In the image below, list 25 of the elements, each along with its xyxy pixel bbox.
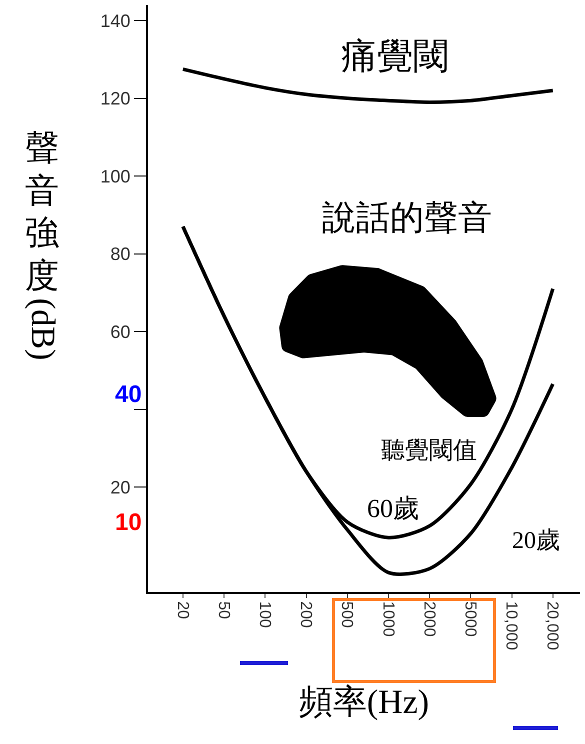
y-tick-label: 120 [100, 88, 130, 109]
annotation: 聽覺閾值 [381, 438, 477, 464]
x-tick-label: 50 [214, 601, 232, 620]
x-tick-label: 2000 [420, 601, 438, 637]
series-label: 20歲 [512, 528, 560, 554]
x-tick-label: 20,000 [544, 601, 561, 650]
x-tick-label: 100 [256, 601, 273, 628]
series-label: 痛覺閾 [341, 36, 449, 76]
x-tick-label: 200 [297, 601, 314, 628]
y-tick-label: 20 [110, 477, 130, 498]
x-tick-label: 1000 [379, 601, 396, 637]
x-axis-title: 頻率(Hz) [298, 684, 430, 722]
x-tick-label: 500 [338, 601, 356, 628]
text: 10 [115, 509, 142, 536]
text: 40 [115, 381, 142, 408]
y-tick-label: 100 [100, 166, 130, 186]
annotation: 說話的聲音 [322, 200, 492, 237]
x-tick-label: 20 [174, 601, 191, 620]
x-tick-label: 5000 [461, 601, 478, 637]
y-tick-label: 140 [100, 10, 130, 31]
x-tick-label: 10,000 [502, 601, 520, 650]
y-axis-title: 聲音強度 (dB) [24, 129, 61, 360]
y-tick-label: 80 [110, 244, 130, 264]
y-tick-label: 60 [110, 322, 130, 342]
series-label: 60歲 [367, 494, 419, 523]
